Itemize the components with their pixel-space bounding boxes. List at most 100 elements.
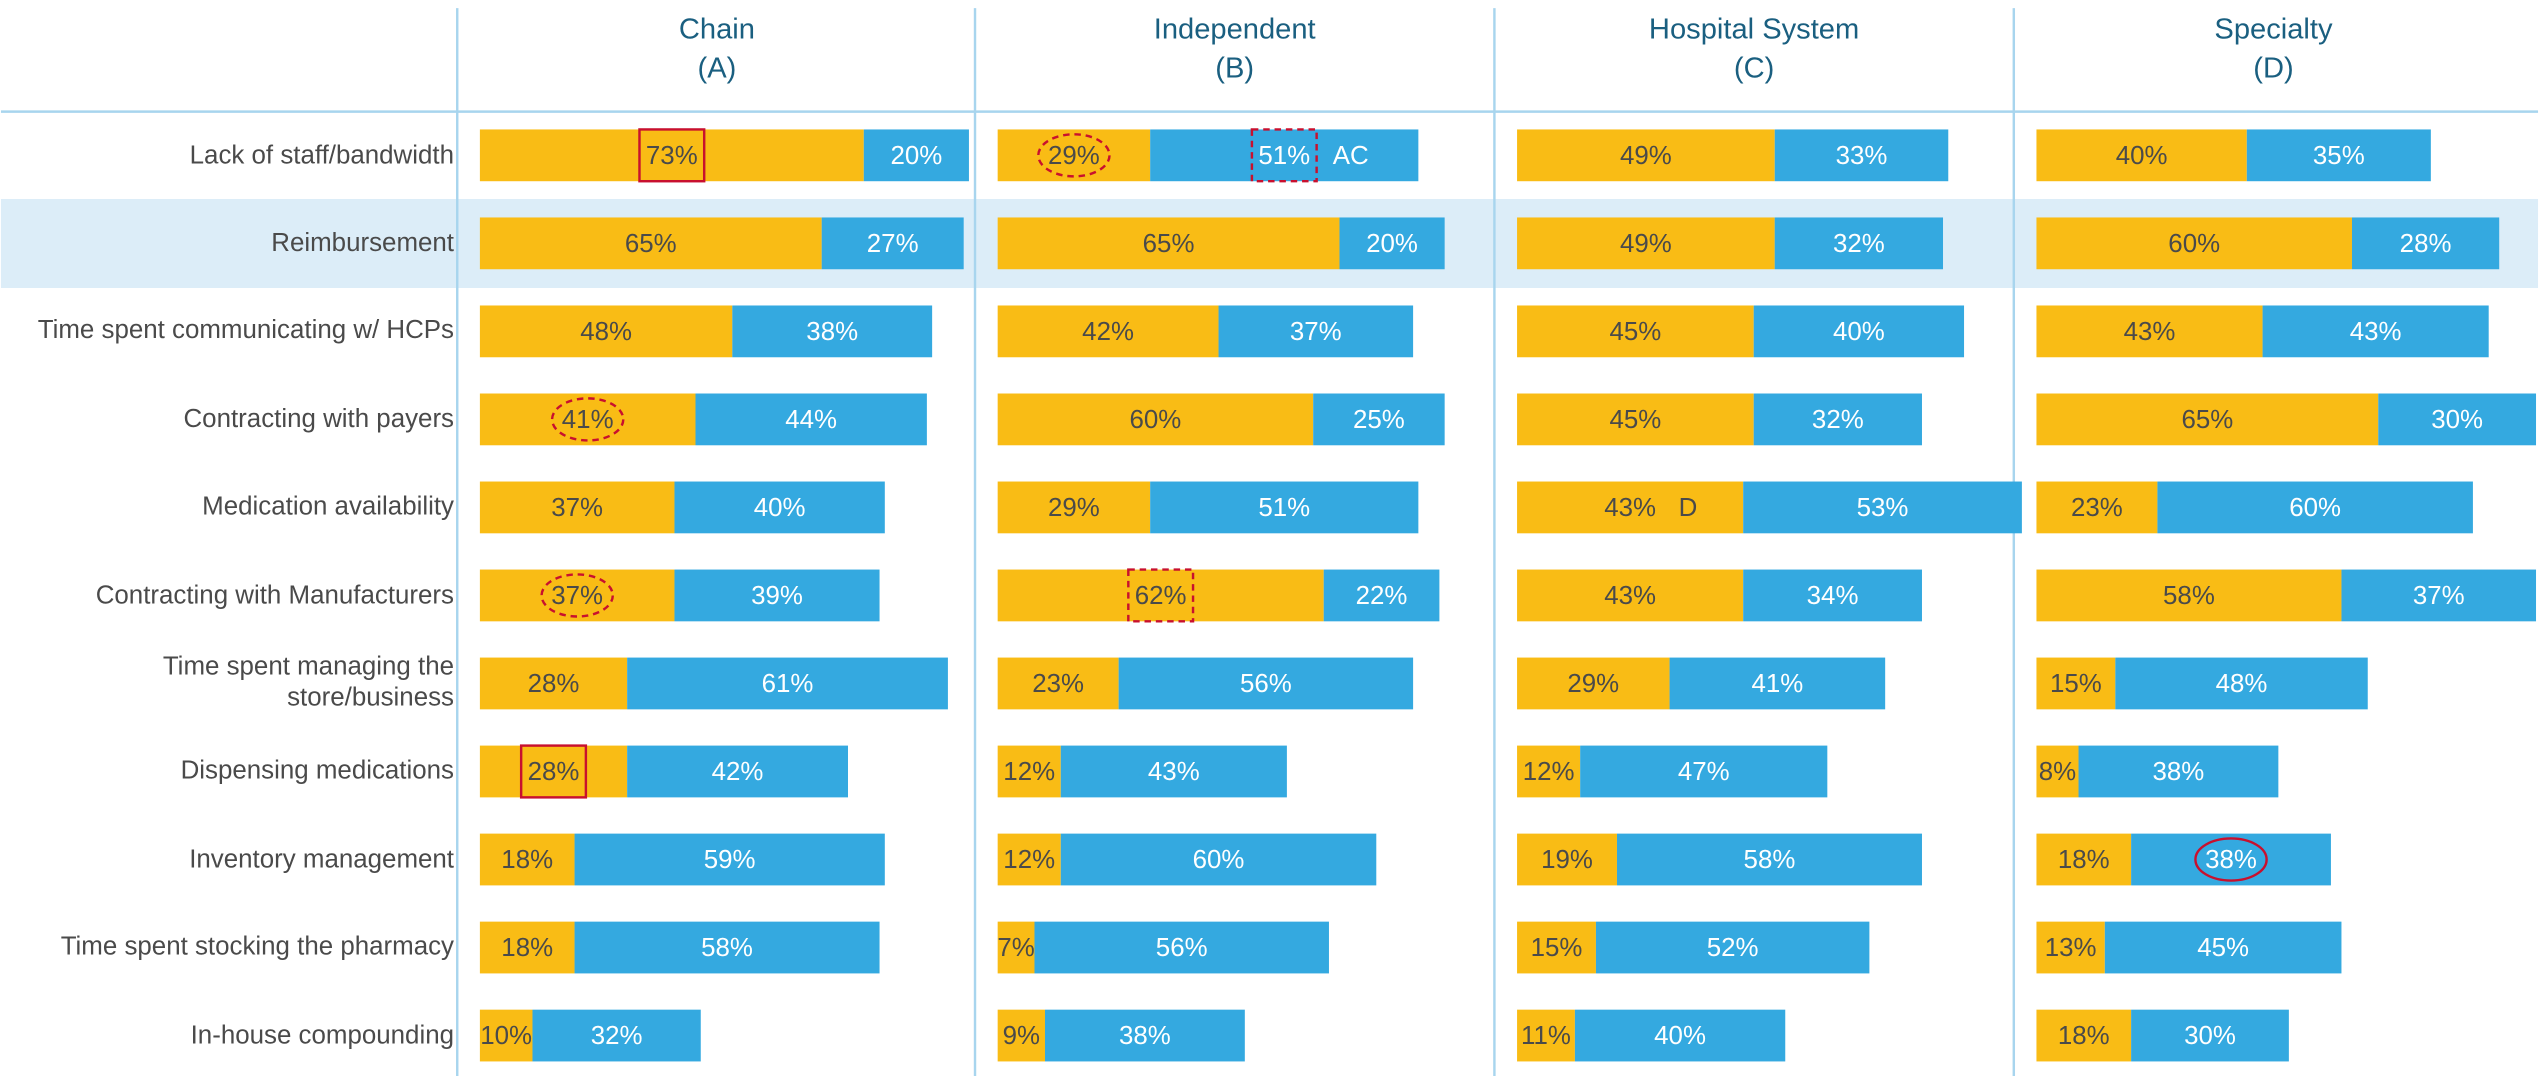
category-label-box: Medication availability — [202, 493, 455, 522]
highlight-ellipse — [1037, 133, 1111, 178]
highlight-box — [1250, 128, 1318, 183]
value-label: 37% — [2413, 582, 2465, 610]
bar-segment — [1517, 305, 1754, 358]
value-label: 60% — [2168, 230, 2220, 258]
value-label: 29% — [1048, 142, 1100, 170]
bar-segment — [2078, 745, 2279, 798]
value-label: 40% — [754, 494, 806, 522]
value-label: 12% — [1003, 758, 1055, 786]
value-label: 51% — [1258, 142, 1310, 170]
bar-segment — [2036, 305, 2263, 358]
category-label-box: Time spent managing the store/business — [163, 654, 454, 712]
bar-segment — [2341, 569, 2537, 622]
bar-segment — [479, 305, 733, 358]
bar-segment — [1595, 921, 1870, 974]
bar-segment — [479, 921, 575, 974]
value-label: 56% — [1240, 670, 1292, 698]
bar-segment — [479, 481, 675, 534]
category-label: Time spent stocking the pharmacy — [60, 933, 455, 962]
bar-segment — [997, 569, 1324, 622]
value-label: 18% — [2058, 846, 2110, 874]
value-label: 41% — [1751, 670, 1803, 698]
value-label: 48% — [2216, 670, 2268, 698]
bar-segment — [2262, 305, 2489, 358]
bar-segment — [1517, 217, 1775, 270]
panel-subtitle: (D) — [2253, 52, 2293, 84]
value-label: 28% — [528, 670, 580, 698]
value-label: 38% — [1119, 1022, 1171, 1050]
value-label: 49% — [1620, 142, 1672, 170]
bar-segment — [2131, 833, 2331, 886]
category-label: Medication availability — [202, 493, 455, 522]
bar-segment — [997, 921, 1035, 974]
value-label: 42% — [712, 758, 764, 786]
value-label: 40% — [1833, 318, 1885, 346]
bar-segment — [1517, 921, 1596, 974]
value-label: 9% — [1003, 1022, 1040, 1050]
value-label: 27% — [867, 230, 919, 258]
value-label: 60% — [2289, 494, 2341, 522]
bar-segment — [1669, 657, 1886, 710]
bar-segment — [627, 745, 848, 798]
bar-segment — [574, 833, 885, 886]
value-label: 33% — [1836, 142, 1888, 170]
value-label: 38% — [2205, 846, 2257, 874]
value-label: 23% — [1032, 670, 1084, 698]
category-label-box: Contracting with Manufacturers — [96, 582, 454, 610]
bar-segment — [532, 1009, 701, 1062]
bar-segment — [1323, 569, 1440, 622]
bar-segment — [2115, 657, 2368, 710]
bar-segment — [2131, 1009, 2289, 1062]
value-label: 61% — [762, 670, 814, 698]
bar-segment — [627, 657, 948, 710]
bar-segment — [479, 745, 628, 798]
bar-segment — [2036, 129, 2247, 182]
panel-title: Chain — [679, 13, 755, 45]
value-label: 32% — [591, 1022, 643, 1050]
bar-segment — [674, 569, 880, 622]
value-label: 58% — [701, 934, 753, 962]
bar-segment — [2036, 833, 2132, 886]
value-label: 12% — [1523, 758, 1575, 786]
value-label: 37% — [1290, 318, 1342, 346]
bar-segment — [997, 481, 1151, 534]
value-label: 58% — [2163, 582, 2215, 610]
category-label: Inventory management — [189, 845, 455, 874]
value-label: 13% — [2045, 934, 2097, 962]
value-label: 30% — [2184, 1022, 2236, 1050]
bar-segment — [1774, 217, 1944, 270]
significance-letter: D — [1679, 494, 1698, 522]
bar-segment — [479, 1009, 533, 1062]
value-label: 43% — [1604, 582, 1656, 610]
bar-segment — [2036, 1009, 2132, 1062]
value-label: 18% — [501, 934, 553, 962]
value-label: 53% — [1857, 494, 1909, 522]
bar-segment — [732, 305, 933, 358]
value-label: 32% — [1833, 230, 1885, 258]
value-label: 15% — [1531, 934, 1583, 962]
bar-segment — [1753, 393, 1922, 446]
highlight-box — [638, 128, 706, 183]
bar-segment — [997, 657, 1119, 710]
bar-segment — [1517, 569, 1744, 622]
bar-segment — [997, 833, 1061, 886]
bar-segment — [1313, 393, 1445, 446]
value-label: 40% — [2116, 142, 2168, 170]
category-label: Time spent communicating w/ HCPs — [37, 317, 455, 346]
highlight-box — [1127, 568, 1195, 623]
value-label: 19% — [1541, 846, 1593, 874]
value-label: 29% — [1567, 670, 1619, 698]
bar-segment — [2036, 657, 2116, 710]
value-label: 42% — [1082, 318, 1134, 346]
category-label-box: Dispensing medications — [181, 758, 454, 786]
bar-segment — [1580, 745, 1828, 798]
bar-segment — [479, 129, 864, 182]
value-label: 37% — [551, 494, 603, 522]
value-label: 45% — [1609, 406, 1661, 434]
bar-segment — [1150, 481, 1419, 534]
bar-segment — [1060, 745, 1287, 798]
value-label: 8% — [2039, 758, 2076, 786]
bar-segment — [1517, 129, 1775, 182]
highlight-ellipse — [550, 397, 625, 442]
